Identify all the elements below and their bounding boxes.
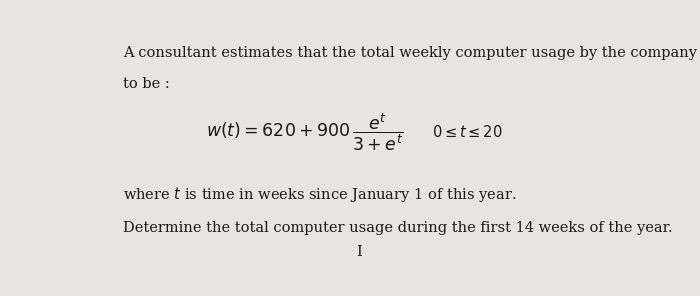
Text: Determine the total computer usage during the first 14 weeks of the year.: Determine the total computer usage durin… <box>122 221 673 235</box>
Text: $0\leq t\leq 20$: $0\leq t\leq 20$ <box>432 124 503 140</box>
Text: to be :: to be : <box>122 77 169 91</box>
Text: where $t$ is time in weeks since January 1 of this year.: where $t$ is time in weeks since January… <box>122 185 516 204</box>
Text: A consultant estimates that the total weekly computer usage by the company emplo: A consultant estimates that the total we… <box>122 46 700 60</box>
Text: $w(t)=620+900\,\dfrac{e^{t}}{3+e^{t}}$: $w(t)=620+900\,\dfrac{e^{t}}{3+e^{t}}$ <box>206 112 403 153</box>
Text: I: I <box>356 245 362 259</box>
